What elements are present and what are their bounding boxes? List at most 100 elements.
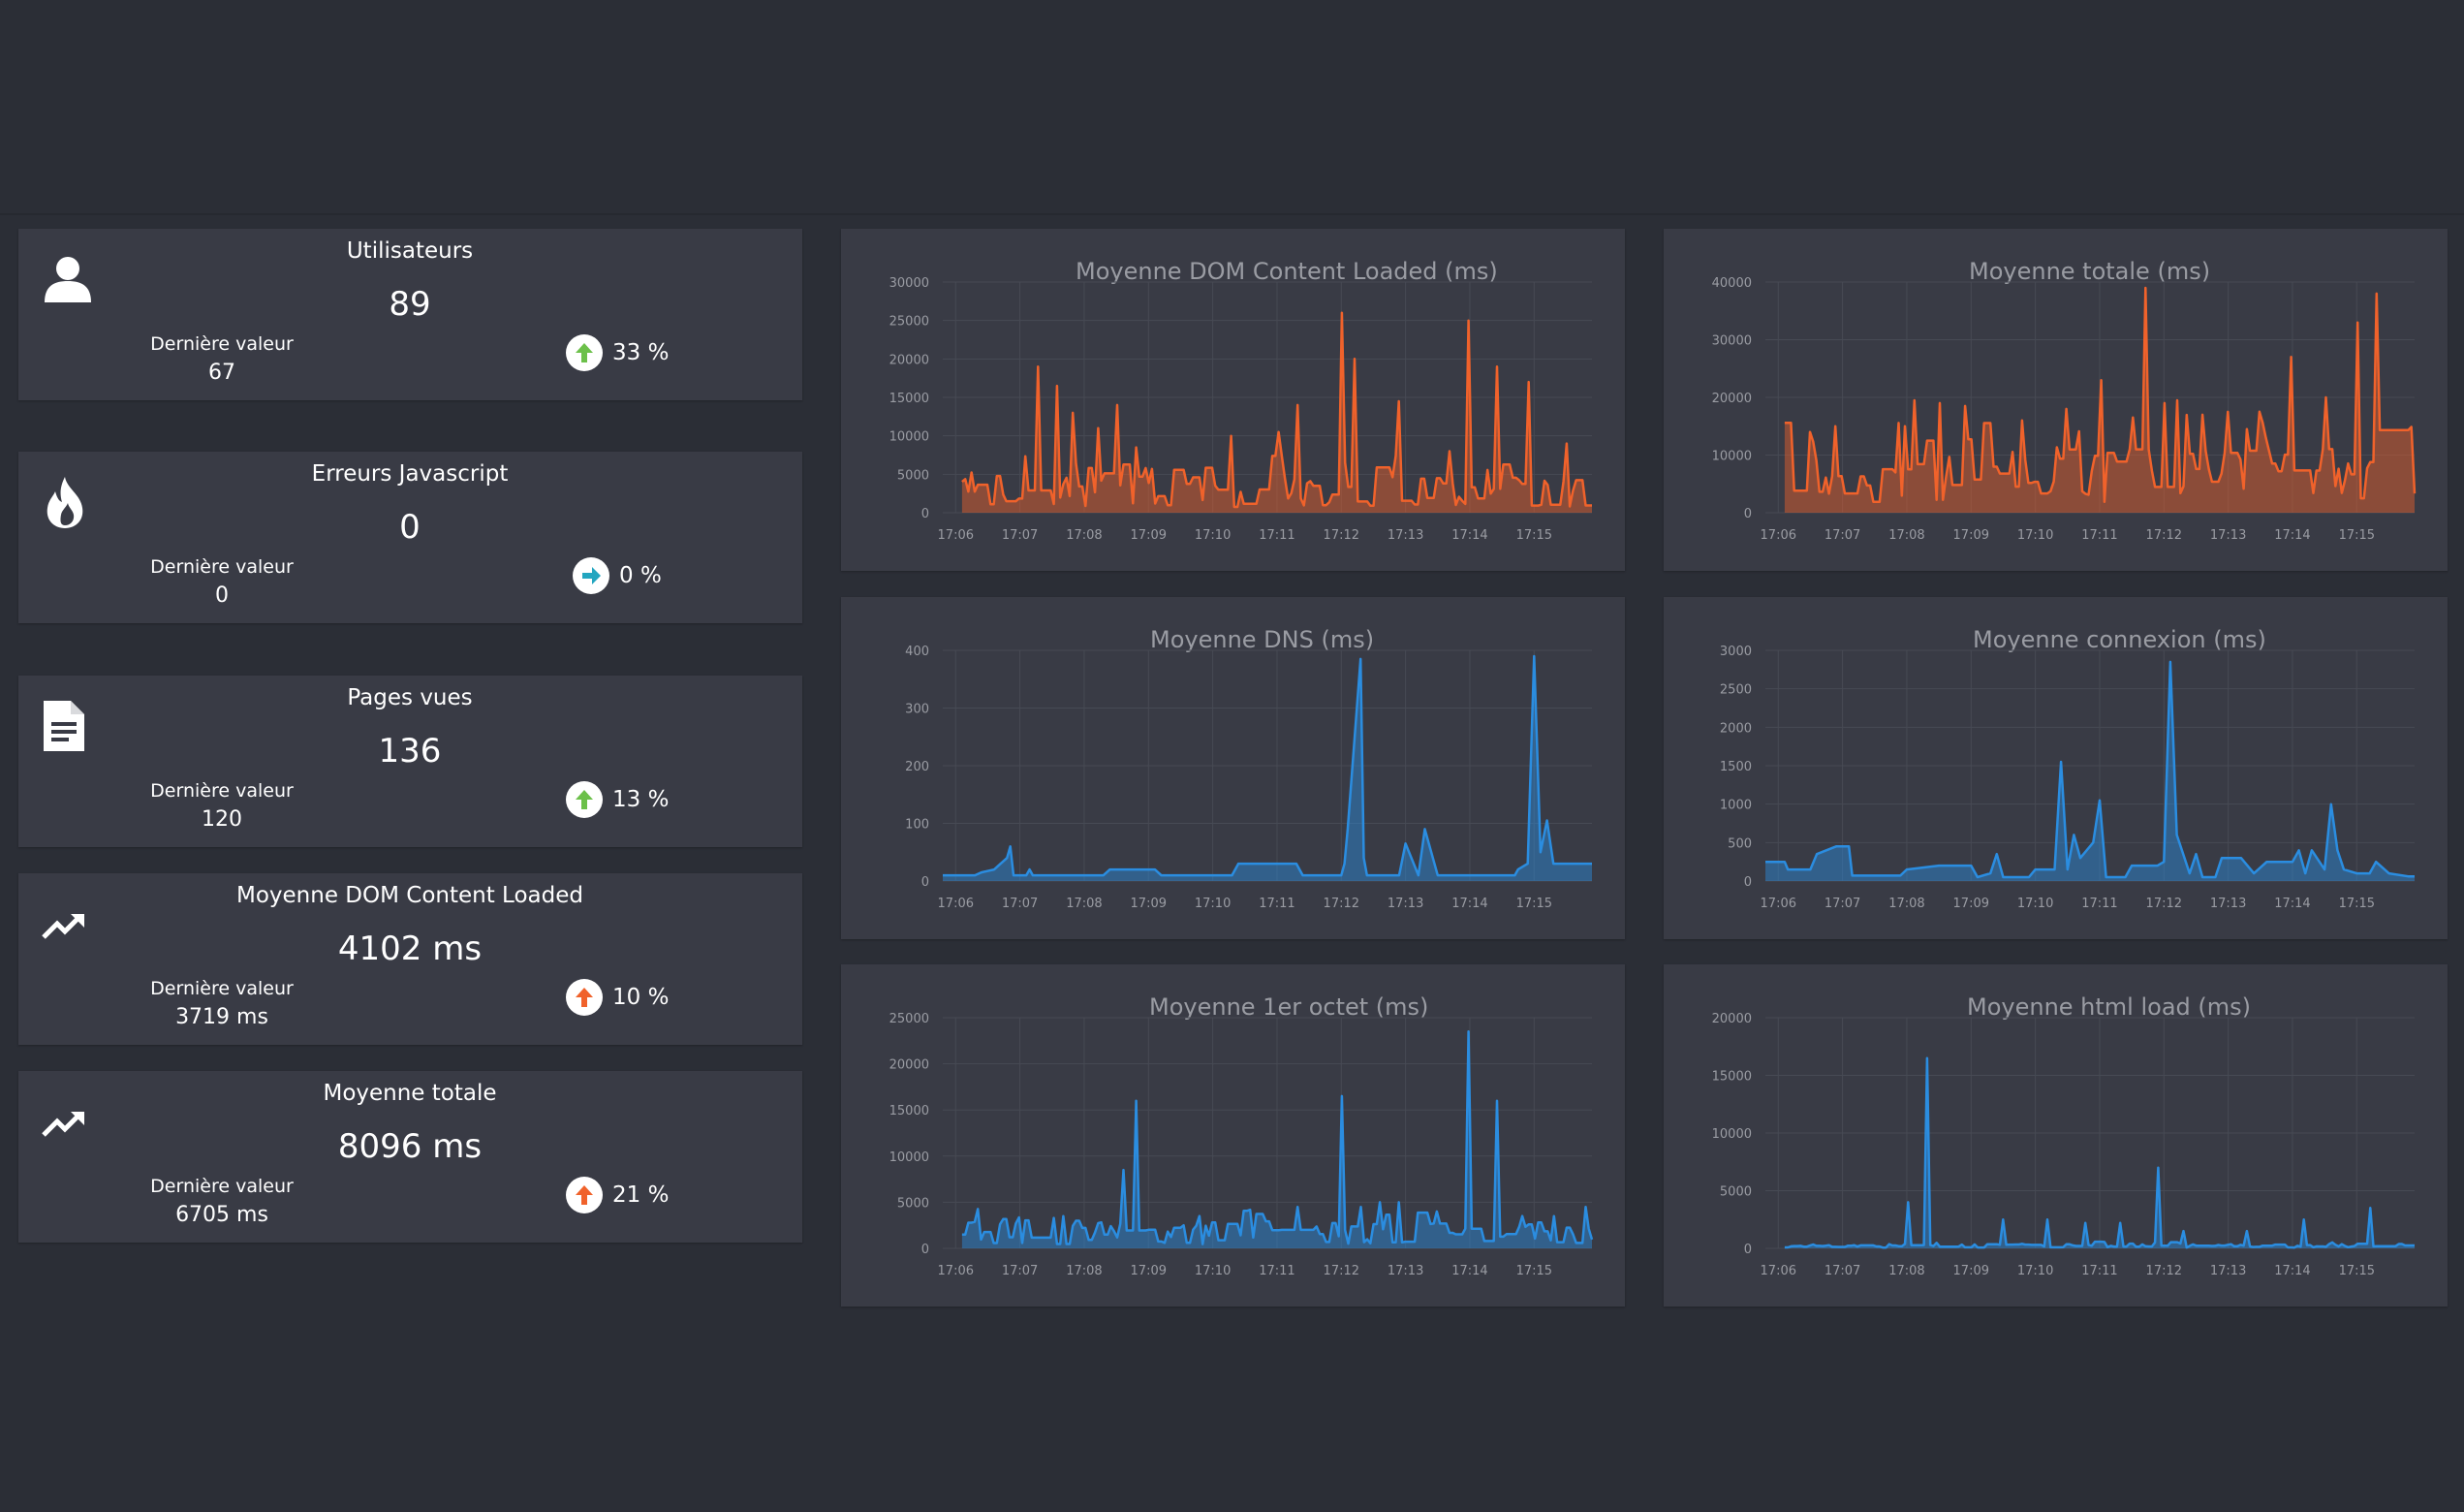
x-tick-label: 17:13 (1388, 1264, 1423, 1278)
x-tick-label: 17:14 (2274, 897, 2310, 911)
y-tick-label: 300 (905, 703, 929, 717)
x-tick-label: 17:12 (1324, 897, 1359, 911)
document-icon (42, 699, 86, 757)
x-tick-label: 17:12 (2146, 528, 2182, 543)
chart-panel: Moyenne DOM Content Loaded (ms) 0 5000 1000… (841, 229, 1625, 571)
stat-card: Pages vues 136 Dernière valeur 120 13 % (18, 676, 802, 847)
x-tick-label: 17:09 (1131, 528, 1167, 543)
x-tick-label: 17:13 (2210, 897, 2246, 911)
x-tick-label: 17:06 (1761, 897, 1796, 911)
y-tick-label: 5000 (897, 1196, 929, 1211)
trend-indicator: 10 % (566, 979, 669, 1016)
x-tick-label: 17:06 (938, 528, 974, 543)
stat-value: 8096 ms (337, 1127, 483, 1166)
x-tick-label: 17:12 (2146, 1264, 2182, 1278)
y-tick-label: 20000 (889, 353, 929, 367)
x-tick-label: 17:15 (1516, 897, 1552, 911)
x-tick-label: 17:13 (1388, 897, 1423, 911)
arrow-up-icon (566, 1177, 603, 1213)
last-value: 0 (215, 583, 229, 608)
chart-svg: 0 500 1000 1500 2000 2500 3000 17:06 17:07 17:08 1… (1720, 645, 2415, 911)
x-tick-label: 17:15 (1516, 528, 1552, 543)
trend-percent: 21 % (612, 1182, 670, 1208)
x-tick-label: 17:14 (1451, 1264, 1487, 1278)
x-tick-label: 17:08 (1066, 528, 1102, 543)
trending-up-icon (42, 910, 88, 945)
series-line (943, 654, 1592, 877)
y-tick-label: 15000 (1712, 1070, 1752, 1085)
x-tick-label: 17:14 (2274, 1264, 2310, 1278)
x-tick-label: 17:08 (1066, 897, 1102, 911)
x-tick-label: 17:11 (2081, 897, 2117, 911)
chart-svg: 0 5000 10000 15000 20000 25000 30000 17:06 17:07… (889, 276, 1592, 543)
x-tick-label: 17:09 (1131, 1264, 1167, 1278)
last-value: 67 (208, 361, 235, 385)
series-area (1784, 288, 2415, 513)
trend-percent: 33 % (612, 340, 670, 365)
trend-percent: 13 % (612, 787, 670, 812)
x-tick-label: 17:10 (1195, 1264, 1231, 1278)
stat-card: Moyenne totale 8096 ms Dernière valeur 6705… (18, 1071, 802, 1243)
chart-panel: Moyenne DNS (ms) 0 100 200 300 400 17:06 17:07 1… (841, 597, 1625, 939)
x-tick-label: 17:11 (2081, 1264, 2117, 1278)
y-tick-label: 2000 (1720, 721, 1752, 736)
x-tick-label: 17:10 (1195, 528, 1231, 543)
y-tick-label: 5000 (1720, 1185, 1752, 1200)
x-tick-label: 17:10 (2017, 897, 2053, 911)
x-tick-label: 17:15 (2339, 1264, 2375, 1278)
x-tick-label: 17:15 (2339, 528, 2375, 543)
y-tick-label: 10000 (1712, 1127, 1752, 1142)
stat-value: 89 (389, 285, 431, 324)
trending-up-icon (42, 1108, 88, 1143)
x-tick-label: 17:06 (938, 897, 974, 911)
y-tick-label: 15000 (889, 392, 929, 406)
y-tick-label: 10000 (889, 430, 929, 445)
x-tick-label: 17:08 (1066, 1264, 1102, 1278)
y-tick-label: 20000 (889, 1058, 929, 1073)
chart-title: Moyenne totale (ms) (1969, 258, 2211, 285)
trend-indicator: 0 % (573, 557, 662, 594)
x-tick-label: 17:12 (2146, 897, 2182, 911)
x-tick-label: 17:13 (2210, 1264, 2246, 1278)
chart-panel: Moyenne connexion (ms) 0 500 1000 1500 2000 25… (1664, 597, 2448, 939)
y-tick-label: 0 (921, 507, 929, 521)
y-tick-label: 0 (921, 875, 929, 890)
y-tick-label: 0 (1744, 1243, 1752, 1257)
y-tick-label: 10000 (1712, 450, 1752, 464)
chart-panel: Moyenne 1er octet (ms) 0 5000 10000 15000 200… (841, 964, 1625, 1307)
chart-title: Moyenne DNS (ms) (1150, 626, 1375, 653)
x-tick-label: 17:09 (1953, 1264, 1989, 1278)
chart-title: Moyenne connexion (ms) (1973, 626, 2266, 653)
stat-card: Utilisateurs 89 Dernière valeur 67 33 % (18, 229, 802, 400)
trend-percent: 0 % (619, 563, 662, 588)
last-value-label: Dernière valeur (150, 780, 294, 802)
stat-title: Pages vues (347, 685, 473, 710)
stat-value: 0 (399, 508, 421, 547)
x-tick-label: 17:07 (1825, 1264, 1860, 1278)
y-tick-label: 30000 (889, 276, 929, 291)
series-area (943, 656, 1592, 881)
series-line (961, 1030, 1594, 1245)
y-tick-label: 100 (905, 818, 929, 833)
chart-svg: 0 10000 20000 30000 40000 17:06 17:07 17:08 17:0… (1712, 276, 2417, 543)
x-tick-label: 17:10 (1195, 897, 1231, 911)
y-tick-label: 0 (921, 1243, 929, 1257)
arrow-up-icon (566, 334, 603, 371)
x-tick-label: 17:11 (1259, 528, 1294, 543)
x-tick-label: 17:15 (1516, 1264, 1552, 1278)
x-tick-label: 17:12 (1324, 528, 1359, 543)
series-area (961, 312, 1592, 513)
x-tick-label: 17:07 (1825, 528, 1860, 543)
arrow-right-icon (573, 557, 609, 594)
x-tick-label: 17:14 (1451, 897, 1487, 911)
trend-indicator: 13 % (566, 781, 669, 818)
y-tick-label: 3000 (1720, 645, 1752, 659)
y-tick-label: 20000 (1712, 392, 1752, 406)
x-tick-label: 17:06 (938, 1264, 974, 1278)
x-tick-label: 17:13 (2210, 528, 2246, 543)
user-icon (42, 252, 94, 308)
x-tick-label: 17:10 (2017, 1264, 2053, 1278)
chart-svg: 0 5000 10000 15000 20000 25000 17:06 17:07 17:08… (889, 1012, 1594, 1278)
x-tick-label: 17:06 (1761, 1264, 1796, 1278)
x-tick-label: 17:12 (1324, 1264, 1359, 1278)
